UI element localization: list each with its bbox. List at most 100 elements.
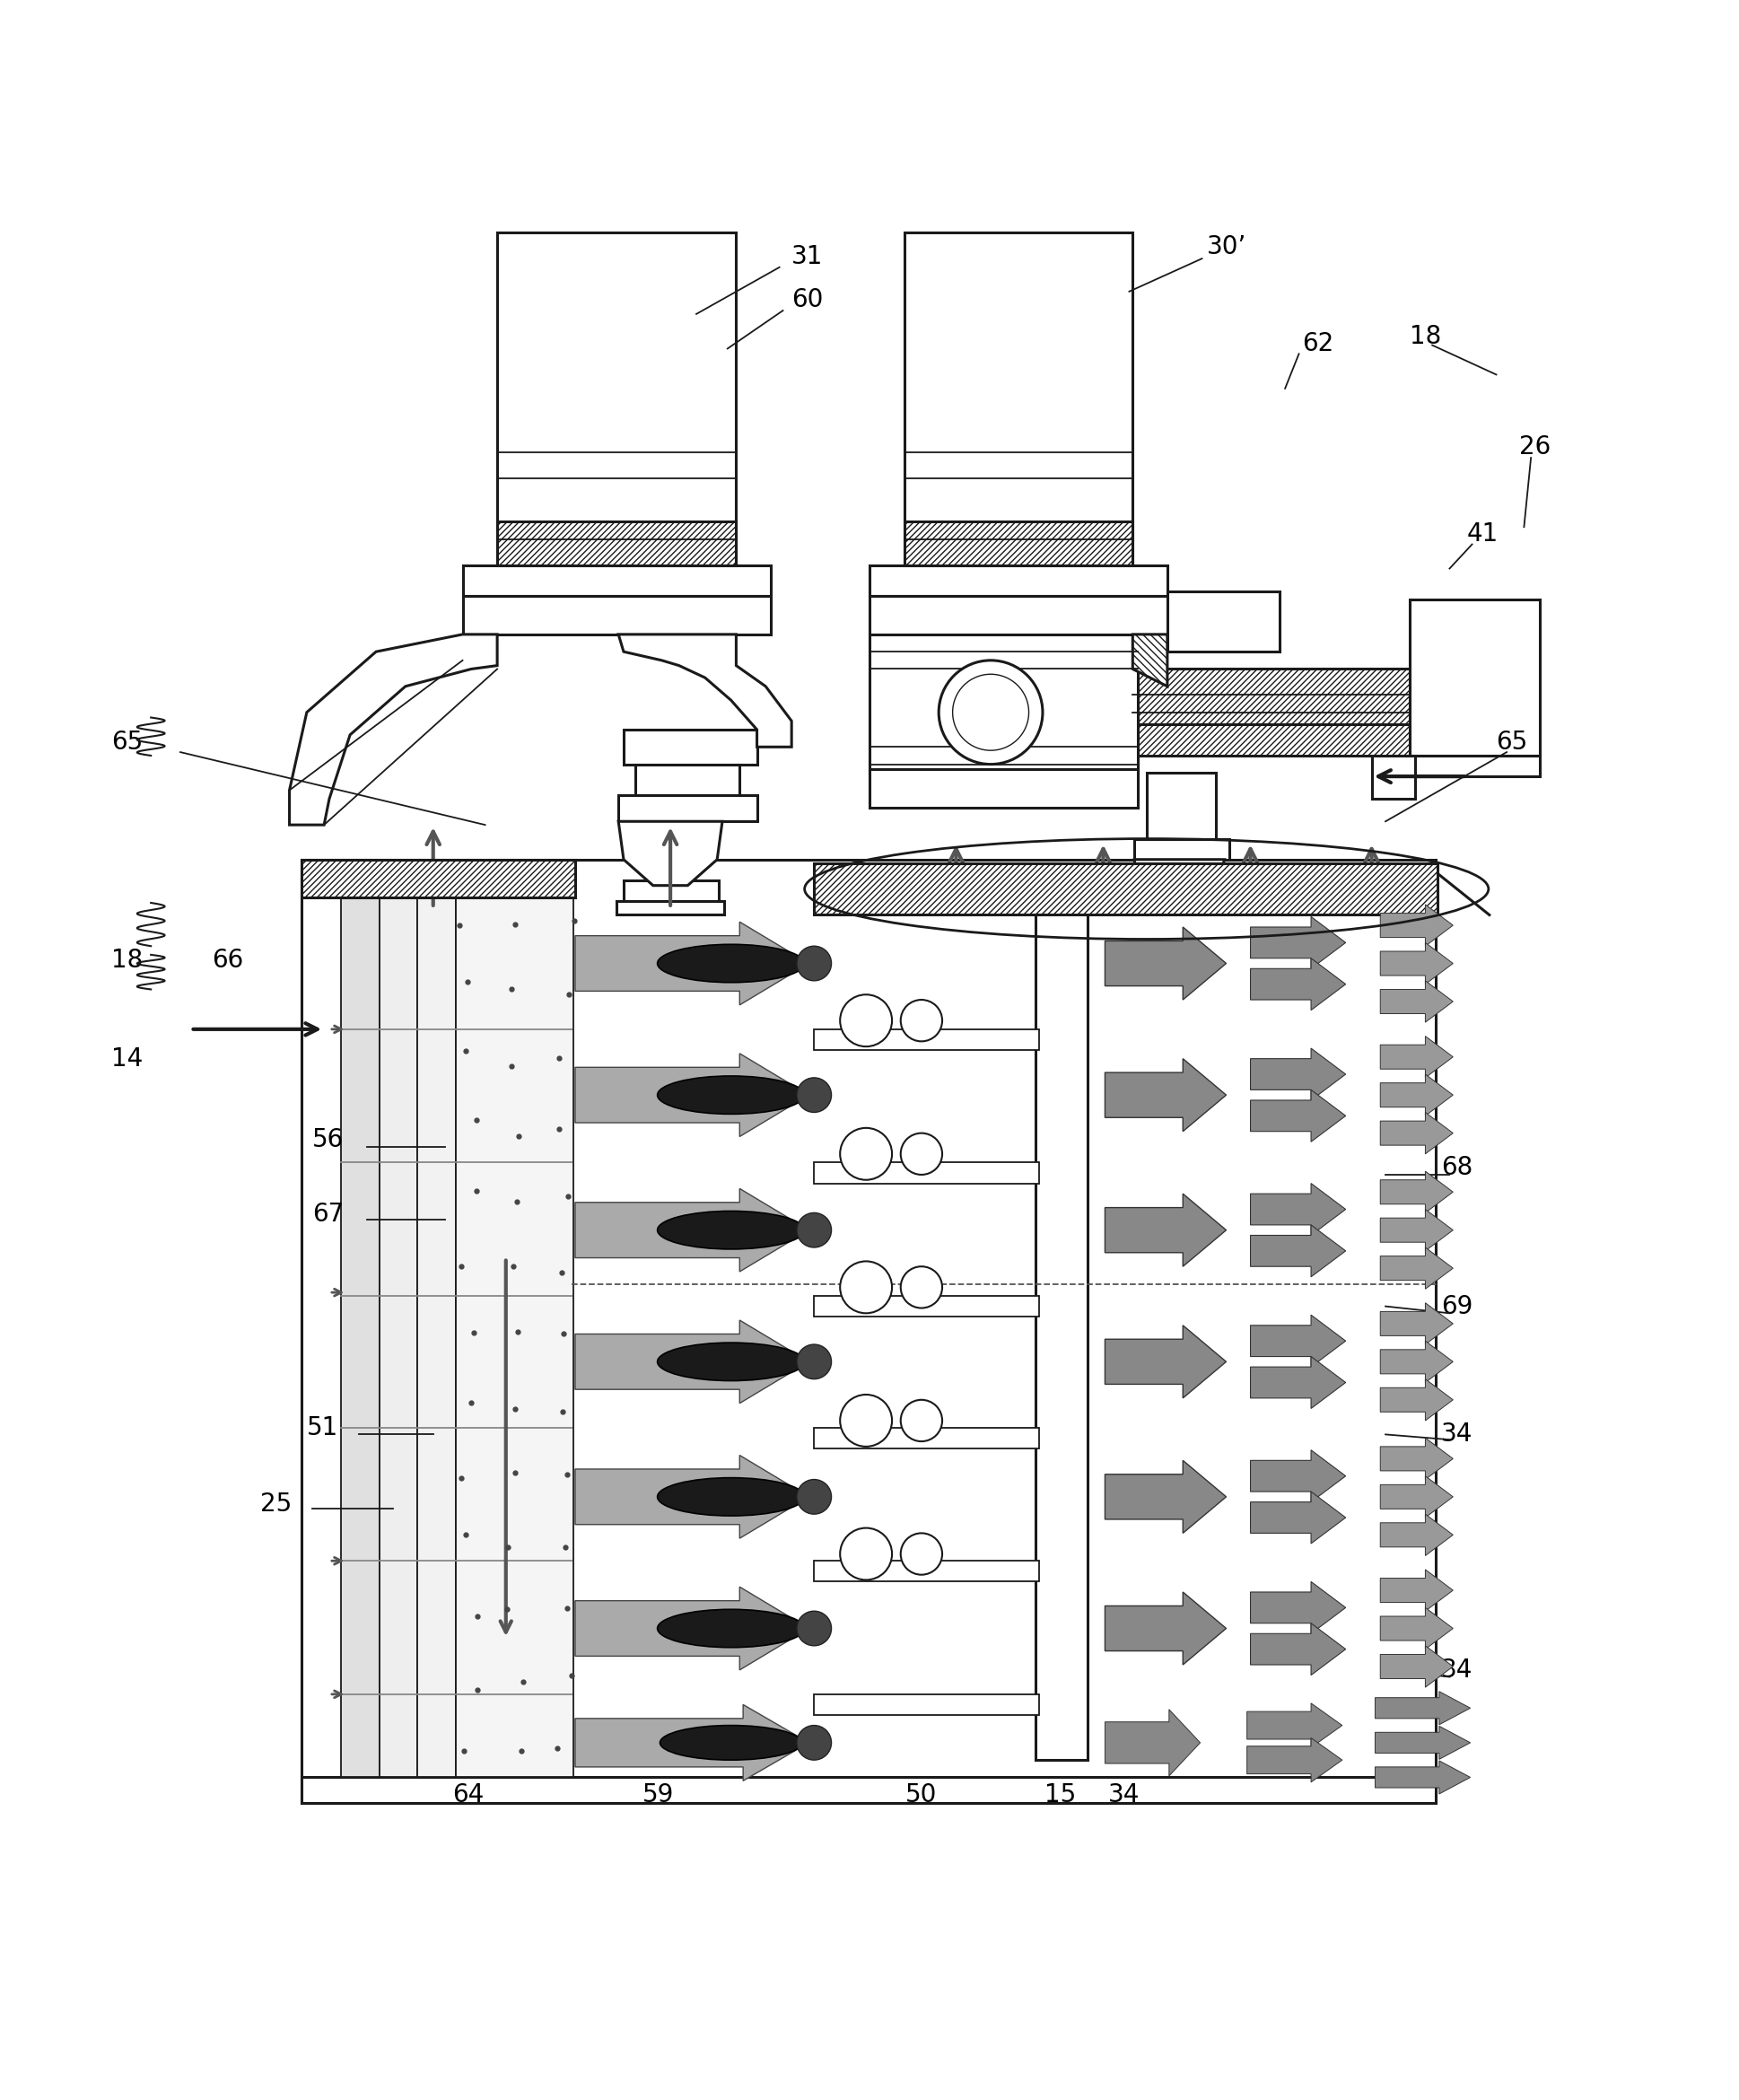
FancyArrow shape	[1250, 918, 1346, 968]
FancyArrow shape	[1250, 1048, 1346, 1100]
Text: 51: 51	[306, 1415, 339, 1441]
Text: 26: 26	[1518, 435, 1551, 460]
Circle shape	[796, 1726, 831, 1760]
Text: 69: 69	[1442, 1294, 1473, 1319]
Bar	[624, 729, 756, 764]
FancyArrow shape	[1104, 1709, 1200, 1777]
FancyArrow shape	[1250, 1623, 1346, 1676]
Bar	[636, 764, 739, 796]
Ellipse shape	[657, 1212, 805, 1250]
Bar	[814, 1296, 1040, 1317]
Ellipse shape	[657, 1075, 805, 1115]
Circle shape	[840, 1128, 892, 1180]
Bar	[463, 565, 770, 596]
Text: 34: 34	[1108, 1783, 1141, 1808]
Bar	[301, 859, 1436, 1804]
FancyArrow shape	[1247, 1739, 1343, 1783]
FancyArrow shape	[1381, 1342, 1454, 1382]
FancyArrow shape	[1381, 1113, 1454, 1153]
FancyArrow shape	[1104, 1592, 1226, 1665]
Text: 64: 64	[452, 1783, 483, 1808]
Bar	[870, 565, 1167, 596]
FancyArrow shape	[1381, 1075, 1454, 1115]
Bar	[341, 897, 379, 1777]
Bar	[904, 233, 1132, 571]
FancyArrow shape	[576, 1705, 809, 1781]
Circle shape	[840, 1394, 892, 1447]
Text: 41: 41	[1468, 521, 1499, 546]
Text: 68: 68	[1442, 1155, 1473, 1180]
Bar	[497, 521, 736, 565]
Bar	[1134, 838, 1229, 859]
FancyArrow shape	[1381, 1035, 1454, 1077]
FancyArrow shape	[1104, 926, 1226, 1000]
Text: 50: 50	[906, 1783, 937, 1808]
FancyArrow shape	[1104, 1193, 1226, 1266]
FancyArrow shape	[576, 922, 809, 1006]
FancyArrow shape	[576, 1588, 809, 1670]
Text: 18: 18	[1410, 323, 1442, 349]
FancyArrow shape	[1250, 1491, 1346, 1544]
FancyArrow shape	[1376, 1760, 1471, 1793]
Bar	[379, 897, 417, 1777]
Text: 56: 56	[311, 1128, 344, 1153]
Bar	[814, 1029, 1040, 1050]
FancyArrow shape	[1381, 1210, 1454, 1252]
Bar	[1132, 670, 1410, 724]
FancyArrow shape	[1247, 1703, 1343, 1747]
Text: 15: 15	[1043, 1783, 1076, 1808]
Circle shape	[901, 1533, 943, 1575]
FancyArrow shape	[1381, 905, 1454, 947]
Bar	[870, 634, 1137, 773]
Bar	[497, 233, 736, 571]
FancyArrow shape	[1381, 1569, 1454, 1611]
Polygon shape	[1132, 634, 1167, 687]
Bar	[904, 521, 1132, 565]
FancyArrow shape	[1250, 1357, 1346, 1409]
FancyArrow shape	[1381, 1609, 1454, 1649]
Polygon shape	[1134, 859, 1224, 907]
Bar	[619, 796, 756, 821]
Text: 31: 31	[791, 244, 823, 269]
FancyArrow shape	[1250, 1182, 1346, 1235]
Circle shape	[901, 1266, 943, 1308]
Text: 18: 18	[111, 947, 143, 972]
Bar	[463, 596, 770, 634]
Circle shape	[796, 1480, 831, 1514]
Ellipse shape	[661, 1726, 802, 1760]
Text: 30’: 30’	[1207, 233, 1247, 258]
Bar	[870, 596, 1167, 634]
Bar	[1167, 590, 1280, 651]
Ellipse shape	[657, 945, 805, 983]
FancyArrow shape	[576, 1321, 809, 1403]
FancyArrow shape	[1376, 1726, 1471, 1760]
FancyArrow shape	[1381, 1646, 1454, 1686]
Bar	[814, 1560, 1040, 1581]
Bar	[814, 1695, 1040, 1716]
FancyArrow shape	[1381, 1439, 1454, 1480]
FancyArrow shape	[1381, 943, 1454, 985]
Bar	[1036, 911, 1087, 1760]
Circle shape	[840, 1262, 892, 1312]
FancyArrow shape	[1381, 1476, 1454, 1518]
FancyArrow shape	[1381, 1302, 1454, 1344]
FancyArrow shape	[1104, 1460, 1226, 1533]
Bar	[1410, 756, 1539, 777]
FancyArrow shape	[1381, 1380, 1454, 1420]
Ellipse shape	[657, 1342, 805, 1382]
Text: 25: 25	[261, 1491, 292, 1516]
Text: 60: 60	[791, 288, 823, 313]
Text: 67: 67	[311, 1201, 344, 1226]
Circle shape	[796, 947, 831, 981]
FancyArrow shape	[1250, 958, 1346, 1010]
Bar	[617, 901, 723, 916]
Circle shape	[901, 1000, 943, 1042]
Text: 62: 62	[1303, 332, 1334, 357]
FancyArrow shape	[1381, 1247, 1454, 1289]
Polygon shape	[289, 634, 497, 825]
FancyArrow shape	[576, 1455, 809, 1539]
FancyArrow shape	[1376, 1690, 1471, 1724]
Circle shape	[901, 1401, 943, 1441]
FancyArrow shape	[1381, 1172, 1454, 1214]
FancyArrow shape	[1104, 1325, 1226, 1399]
